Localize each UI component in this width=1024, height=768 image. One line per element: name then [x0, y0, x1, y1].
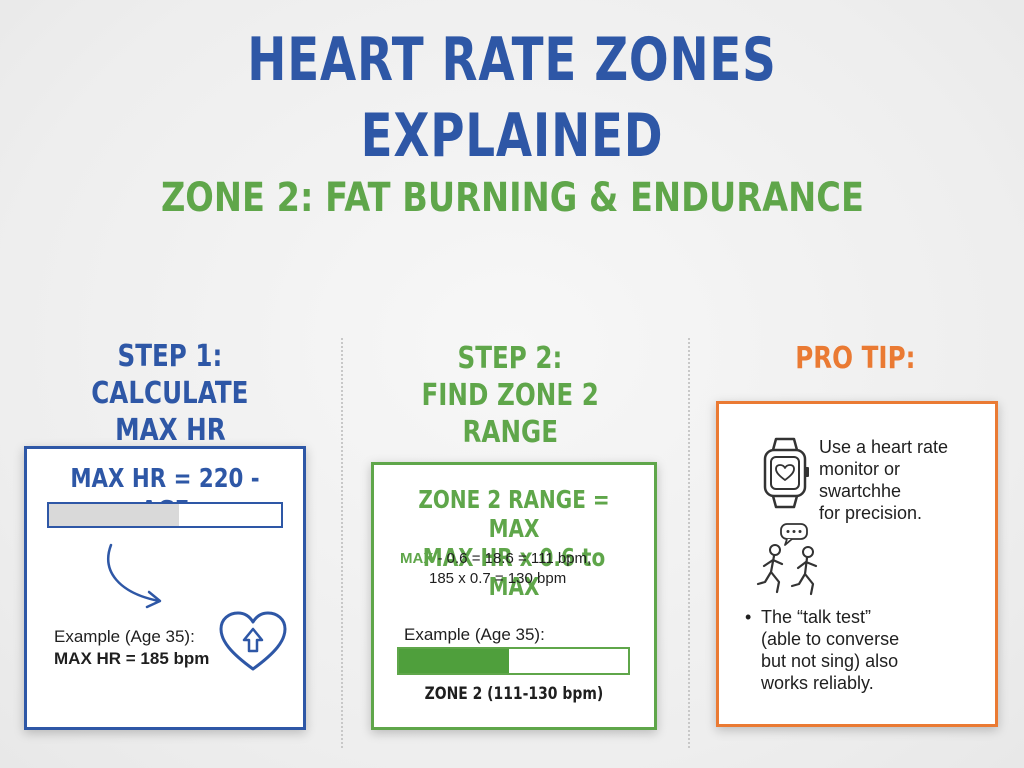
- max-hr-progress-bar: [47, 502, 283, 528]
- step2-heading-line: STEP 2:: [457, 341, 563, 376]
- zone2-range-label-text: ZONE 2 (111-130 bpm): [424, 684, 604, 704]
- pro-tip-talk-test-line: but not sing) also: [761, 651, 899, 671]
- step1-heading-line: STEP 1:: [117, 339, 223, 374]
- zone2-calculation: MAX - 0.6 = 18.6 = 111 bpm, 185 x 0.7 = …: [374, 549, 654, 589]
- step1-heading-line: MAX HR: [114, 413, 226, 448]
- page-title-text: HEART RATE ZONES EXPLAINED: [247, 25, 777, 171]
- page-subtitle: ZONE 2: FAT BURNING & ENDURANCE: [0, 172, 1024, 224]
- step2-card: ZONE 2 RANGE = MAX MAX HR x 0.6 to MAX M…: [371, 462, 657, 730]
- step1-example-label: Example (Age 35):: [54, 627, 195, 646]
- step1-example: Example (Age 35): MAX HR = 185 bpm: [54, 626, 209, 670]
- pro-tip-talk-test-text: The “talk test” (able to converse but no…: [761, 606, 985, 694]
- zone2-range-heading-line: ZONE 2 RANGE = MAX: [418, 485, 610, 543]
- step1-heading: STEP 1: CALCULATE MAX HR: [40, 338, 300, 449]
- zone2-range-heading-line: MAX HR x 0.6 to MAX: [422, 543, 606, 601]
- page-subtitle-text: ZONE 2: FAT BURNING & ENDURANCE: [160, 175, 864, 221]
- max-hr-progress-fill: [49, 504, 179, 526]
- step2-heading-line: RANGE: [462, 415, 558, 450]
- pro-tip-monitor-line: Use a heart rate: [819, 437, 949, 457]
- step1-example-result: MAX HR = 185 bpm: [54, 649, 210, 668]
- smartwatch-icon: [763, 437, 809, 509]
- pro-tip-monitor-line: for precision.: [819, 503, 923, 523]
- zone2-calculation-line2: 185 x 0.7 = 130 bpm: [429, 570, 567, 587]
- pro-tip-heading: PRO TIP:: [725, 340, 985, 377]
- pro-tip-talk-test-line: (able to converse: [761, 629, 900, 649]
- curved-arrow-icon: [107, 543, 162, 609]
- column-divider-left: [341, 338, 343, 748]
- step1-heading-line: CALCULATE: [91, 376, 249, 411]
- pro-tip-monitor-text: Use a heart rate monitor or swartchhe fo…: [819, 436, 989, 524]
- pro-tip-monitor-line: monitor or: [819, 459, 901, 479]
- step2-heading-line: FIND ZONE 2: [421, 378, 599, 413]
- zone2-progress-bar: [397, 647, 630, 675]
- step2-example-label: Example (Age 35):: [404, 625, 545, 644]
- talking-runners-icon: [756, 523, 818, 596]
- pro-tip-monitor-line: swartchhe: [819, 481, 902, 501]
- pro-tip-card: Use a heart rate monitor or swartchhe fo…: [716, 401, 998, 727]
- zone2-progress-fill: [399, 649, 509, 673]
- zone2-calculation-line1-rest: - 0.6 = 18.6 = 111 bpm,: [433, 550, 592, 567]
- zone2-calculation-line1: MAX - 0.6 = 18.6 = 111 bpm,: [374, 549, 654, 569]
- step2-heading: STEP 2: FIND ZONE 2 RANGE: [380, 340, 640, 451]
- pro-tip-talk-test-line: The “talk test”: [761, 607, 872, 627]
- column-divider-right: [688, 338, 690, 748]
- zone2-calculation-max-word: MAX: [400, 550, 434, 567]
- pro-tip-talk-test-line: works reliably.: [761, 673, 874, 693]
- step1-card: MAX HR = 220 - AGE Example (Age 35): MAX…: [24, 446, 306, 730]
- zone2-range-heading: ZONE 2 RANGE = MAX MAX HR x 0.6 to MAX: [374, 485, 654, 601]
- heart-arrow-icon: [219, 611, 287, 671]
- zone2-range-label: ZONE 2 (111-130 bpm): [374, 683, 654, 705]
- bullet-point: •: [745, 607, 752, 627]
- pro-tip-talk-test: • The “talk test” (able to converse but …: [745, 606, 985, 694]
- page-title: HEART RATE ZONES EXPLAINED: [0, 22, 1024, 174]
- pro-tip-heading-text: PRO TIP:: [794, 341, 916, 376]
